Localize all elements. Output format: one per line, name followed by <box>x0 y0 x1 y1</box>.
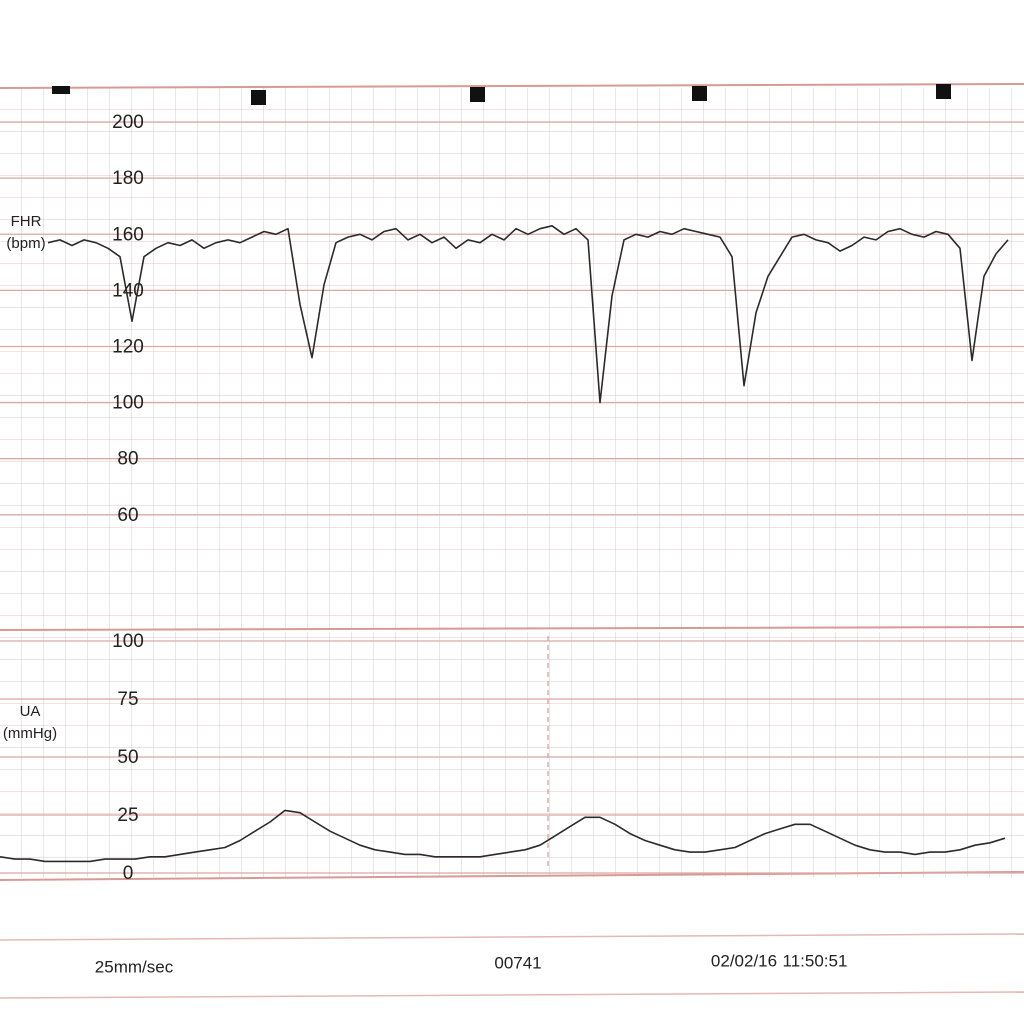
date: 02/02/16 <box>711 951 777 970</box>
y-tick-label: 100 <box>112 631 144 652</box>
y-tick-label: 120 <box>112 336 144 357</box>
y-axis-label: (bpm) <box>6 235 45 252</box>
border <box>0 991 1024 999</box>
y-axis-label: (mmHg) <box>3 725 57 742</box>
event-marker <box>936 84 951 99</box>
border <box>0 83 1024 89</box>
y-tick-label: 25 <box>117 805 138 826</box>
time: 11:50:51 <box>783 951 848 970</box>
y-axis-label: UA <box>20 703 41 720</box>
event-marker <box>470 87 485 102</box>
y-tick-label: 0 <box>123 863 134 884</box>
y-tick-label: 160 <box>112 224 144 245</box>
event-marker <box>692 86 707 101</box>
y-tick-label: 75 <box>117 689 138 710</box>
y-tick-label: 50 <box>117 747 138 768</box>
ua-paper <box>0 632 1024 877</box>
border <box>0 626 1024 631</box>
trace <box>47 225 1009 404</box>
y-tick-label: 180 <box>112 168 144 189</box>
y-tick-label: 60 <box>117 505 138 526</box>
event-marker <box>251 90 266 105</box>
border <box>0 933 1024 941</box>
event-marker <box>52 86 70 94</box>
y-tick-label: 100 <box>112 393 144 414</box>
y-axis-label: FHR <box>11 213 42 230</box>
paper-speed: 25mm/sec <box>95 957 174 976</box>
y-tick-label: 80 <box>117 449 138 470</box>
fhr-paper <box>0 88 1024 630</box>
record-id: 00741 <box>494 953 541 972</box>
y-tick-label: 200 <box>112 112 144 133</box>
trace <box>0 809 1006 863</box>
